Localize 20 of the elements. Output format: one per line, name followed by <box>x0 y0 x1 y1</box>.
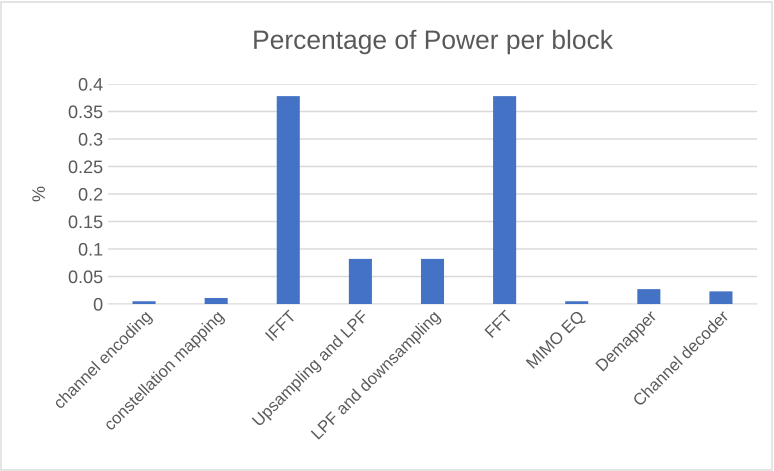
bar <box>637 289 660 304</box>
bar <box>565 301 588 304</box>
chart-title: Percentage of Power per block <box>254 30 613 54</box>
y-tick-label: 0 <box>94 298 102 311</box>
y-tick-label: 0.2 <box>78 188 102 201</box>
bar <box>276 96 300 304</box>
y-tick-label: 0.15 <box>68 215 102 228</box>
bar <box>493 96 516 304</box>
y-tick-label: 0.05 <box>68 270 102 284</box>
y-tick-label: 0.3 <box>78 132 102 146</box>
bar <box>709 291 732 304</box>
bar <box>132 301 156 304</box>
y-tick-label: 0.25 <box>68 160 102 174</box>
y-axis-title: % <box>32 186 45 202</box>
bar <box>348 258 372 304</box>
y-tick-label: 0.1 <box>78 242 102 256</box>
bar <box>420 258 444 304</box>
y-tick-label: 0.4 <box>78 78 103 91</box>
y-tick-label: 0.35 <box>68 105 102 118</box>
bar <box>204 298 228 304</box>
